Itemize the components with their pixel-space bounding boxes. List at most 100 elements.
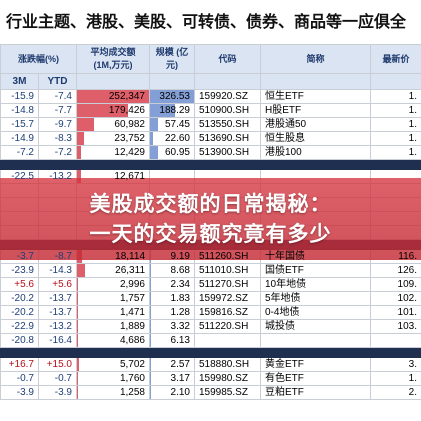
code-cell: 159920.SZ	[194, 89, 261, 104]
headline-banner: 美股成交额的日常揭秘： 一天的交易额究竟有多少	[0, 178, 421, 260]
scale-cell-text: 22.60	[164, 133, 190, 144]
change-3m-cell-text: -20.2	[11, 307, 34, 318]
turnover-cell: 2,996	[76, 277, 150, 292]
code-cell: 159980.SZ	[194, 371, 261, 386]
code-cell-text: 511260.SH	[199, 251, 249, 262]
last-price-cell-text: 103.	[397, 321, 417, 332]
last-price-cell-text: 1.	[408, 105, 417, 116]
table-row: -15.9 -7.4 252,347 326.53 159920.SZ 恒生ETF 1.	[0, 89, 421, 104]
change-3m-cell: -0.7	[0, 371, 39, 386]
turnover-cell-text: 1,757	[119, 293, 145, 304]
last-price-cell: 1.	[370, 103, 421, 118]
change-3m-cell: +5.6	[0, 277, 39, 292]
code-cell	[194, 333, 261, 348]
turnover-cell: 1,889	[76, 319, 150, 334]
change-3m-cell: -22.9	[0, 319, 39, 334]
change-ytd-cell-text: -13.2	[49, 171, 72, 182]
change-ytd-cell: +15.0	[38, 357, 77, 372]
change-ytd-cell-text: -7.2	[54, 147, 72, 158]
scale-cell-text: 57.45	[164, 119, 190, 130]
scale-cell-text: 9.19	[170, 251, 190, 262]
scale-bar	[150, 132, 154, 145]
change-3m-cell-text: -7.2	[16, 147, 34, 158]
change-ytd-cell: -16.4	[38, 333, 77, 348]
turnover-bar	[77, 146, 81, 159]
turnover-cell-text: 12,671	[114, 171, 145, 182]
last-price-cell: 103.	[370, 319, 421, 334]
change-3m-cell: -23.9	[0, 263, 39, 278]
scale-cell-text: 188.29	[159, 105, 190, 116]
change-ytd-cell-text: -13.7	[49, 307, 72, 318]
last-price-cell: 1.	[370, 131, 421, 146]
scale-cell: 3.32	[149, 319, 195, 334]
change-ytd-cell: -7.7	[38, 103, 77, 118]
scale-cell: 2.34	[149, 277, 195, 292]
change-ytd-cell: -9.7	[38, 117, 77, 132]
turnover-bar	[77, 292, 78, 305]
change-3m-cell: -20.2	[0, 291, 39, 306]
name-cell-text: 城投债	[265, 321, 295, 332]
scale-cell: 188.29	[149, 103, 195, 118]
turnover-cell-text: 252,347	[108, 91, 145, 102]
ytd-header: YTD	[38, 73, 77, 90]
last-price-cell: 1.	[370, 145, 421, 160]
name-cell: 国债ETF	[260, 263, 371, 278]
change-ytd-cell-text: -8.7	[54, 251, 72, 262]
name-cell: 恒生ETF	[260, 89, 371, 104]
scale-cell-text: 1.83	[170, 293, 190, 304]
change-ytd-cell: -0.7	[38, 371, 77, 386]
code-cell-text: 511010.SH	[199, 265, 249, 276]
last-price-cell	[370, 333, 421, 348]
name-cell-text: 恒生ETF	[265, 91, 304, 102]
code-cell: 518880.SH	[194, 357, 261, 372]
group-separator	[0, 347, 421, 358]
change-header: 涨跌幅(%)	[0, 44, 77, 74]
name-cell: 黄金ETF	[260, 357, 371, 372]
scale-cell: 1.28	[149, 305, 195, 320]
change-3m-cell-text: -0.7	[16, 373, 34, 384]
scale-bar	[150, 264, 152, 277]
table-row: -14.8 -7.7 179,426 188.29 510900.SH H股ETF 1.	[0, 103, 421, 118]
turnover-cell-text: 12,429	[114, 147, 145, 158]
change-ytd-cell: -14.3	[38, 263, 77, 278]
table-row: +5.6 +5.6 2,996 2.34 511270.SH 10年地债 109.	[0, 277, 421, 292]
code-cell-text: 513690.SH	[199, 133, 250, 144]
change-ytd-cell-text: -8.3	[54, 133, 72, 144]
3m-header: 3M	[0, 73, 39, 90]
turnover-cell-text: 2,996	[119, 279, 145, 290]
name-cell-text: 国债ETF	[265, 265, 304, 276]
name-cell-text: 有色ETF	[265, 373, 304, 384]
code-cell-text: 511270.SH	[199, 279, 249, 290]
change-ytd-cell: +5.6	[38, 277, 77, 292]
change-3m-cell: -15.7	[0, 117, 39, 132]
name-cell-text: H股ETF	[265, 105, 302, 116]
change-3m-cell-text: -20.8	[11, 335, 34, 346]
name-cell-text: 恒生股息	[265, 133, 305, 144]
code-cell-text: 159980.SZ	[199, 373, 248, 384]
name-cell-text: 十年国债	[265, 251, 305, 262]
turnover-cell-text: 18,114	[115, 251, 145, 262]
turnover-bar	[77, 320, 78, 333]
scale-cell-text: 3.32	[170, 321, 190, 332]
change-ytd-cell-text: -14.3	[49, 265, 72, 276]
code-cell: 159816.SZ	[194, 305, 261, 320]
scale-bar	[150, 104, 176, 117]
change-3m-cell: -3.9	[0, 385, 39, 400]
banner-line-1: 美股成交额的日常揭秘：	[89, 192, 332, 216]
header-row-sub: 3M YTD	[0, 73, 421, 90]
name-cell: 港股100	[260, 145, 371, 160]
last-price-cell: 101.	[370, 305, 421, 320]
last-price-cell: 1.	[370, 117, 421, 132]
change-3m-cell-text: -15.7	[11, 119, 34, 130]
change-3m-cell-text: -3.7	[16, 251, 34, 262]
scale-cell-text: 60.95	[164, 147, 190, 158]
last-price-cell: 3.	[370, 357, 421, 372]
change-ytd-cell: -13.7	[38, 305, 77, 320]
name-cell: 城投债	[260, 319, 371, 334]
change-ytd-cell: -8.3	[38, 131, 77, 146]
turnover-cell-text: 5,702	[119, 359, 145, 370]
scale-cell: 60.95	[149, 145, 195, 160]
code-cell-text: 159985.SZ	[199, 387, 248, 398]
group-separator	[0, 159, 421, 170]
table-row: -22.9 -13.2 1,889 3.32 511220.SH 城投债 103.	[0, 319, 421, 334]
